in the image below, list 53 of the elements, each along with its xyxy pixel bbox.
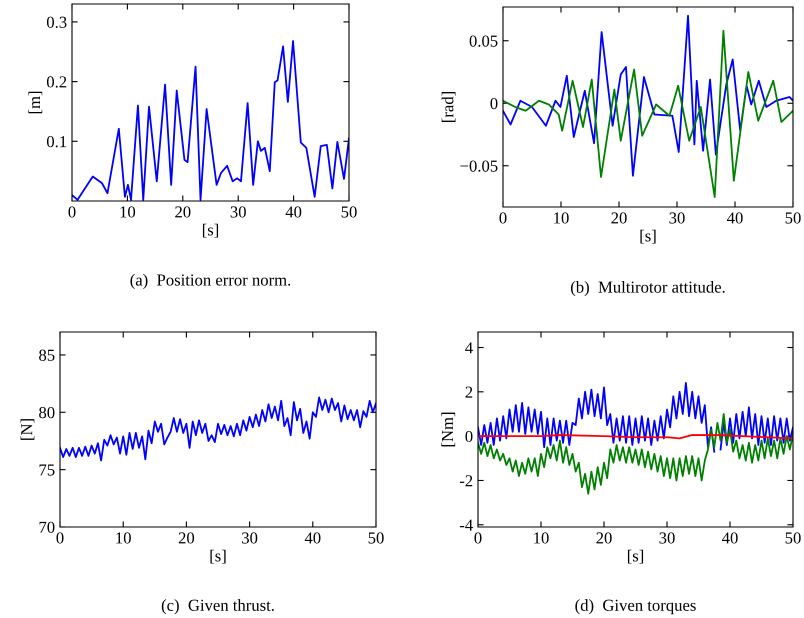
y-tick-label: 0.1	[46, 136, 66, 148]
text: (d) Given torques	[575, 599, 696, 614]
x-tick-label: 10	[116, 532, 131, 544]
y-tick-label: −0.05	[460, 160, 498, 172]
line-series	[60, 396, 376, 462]
x-tick-label: 20	[178, 532, 194, 544]
y-tick-label: -4	[460, 520, 473, 531]
y-axis-title: [N]	[20, 419, 34, 440]
x-tick-label: 0	[68, 206, 76, 218]
x-tick-label: 30	[230, 206, 246, 218]
line-series	[503, 30, 793, 198]
x-tick-label: 50	[342, 206, 357, 218]
x-tick-label: 20	[596, 532, 612, 544]
y-tick-label: 85	[39, 350, 54, 361]
text: (b) Multirotor attitude.	[570, 281, 725, 296]
x-tick-label: 40	[722, 532, 738, 544]
y-axis-title: [rad]	[442, 92, 456, 122]
x-tick-label: 50	[786, 212, 801, 224]
line-series	[503, 14, 793, 177]
y-tick-label: 2	[466, 386, 472, 398]
x-tick-label: 30	[659, 532, 675, 544]
y-tick-label: 0.2	[46, 76, 66, 88]
y-tick-label: 75	[40, 464, 54, 476]
y-tick-label: 0	[490, 98, 498, 110]
text: (a) Position error norm.	[130, 274, 290, 290]
x-axis-title: [s]	[640, 230, 656, 244]
y-tick-label: -2	[460, 475, 472, 486]
y-axis-title: [Nm]	[441, 412, 456, 446]
x-tick-label: 30	[669, 212, 685, 224]
x-tick-label: 20	[611, 212, 627, 224]
x-tick-label: 20	[175, 206, 190, 218]
x-tick-label: 10	[534, 532, 549, 544]
x-tick-label: 10	[554, 212, 569, 224]
x-axis-title: [s]	[210, 550, 226, 564]
y-axis-title: [m]	[28, 92, 42, 114]
x-axis-title: [s]	[628, 550, 644, 564]
y-tick-label: 70	[40, 522, 55, 533]
y-tick-label: 0.05	[470, 35, 498, 47]
x-tick-label: 10	[120, 206, 136, 218]
x-tick-label: 40	[726, 212, 743, 224]
line-series	[478, 413, 793, 495]
x-tick-label: 0	[499, 212, 507, 224]
x-tick-label: 40	[304, 532, 320, 544]
x-tick-label: 50	[368, 532, 384, 544]
y-tick-label: 0.3	[46, 16, 66, 28]
x-tick-label: 30	[242, 532, 258, 544]
x-tick-label: 50	[786, 532, 801, 544]
y-tick-label: 80	[39, 406, 55, 418]
text: (c) Given thrust.	[162, 599, 274, 614]
y-tick-label: 0	[465, 430, 473, 442]
y-tick-label: 4	[465, 342, 473, 354]
x-axis-title: [s]	[202, 224, 218, 238]
x-tick-label: 40	[286, 206, 302, 218]
